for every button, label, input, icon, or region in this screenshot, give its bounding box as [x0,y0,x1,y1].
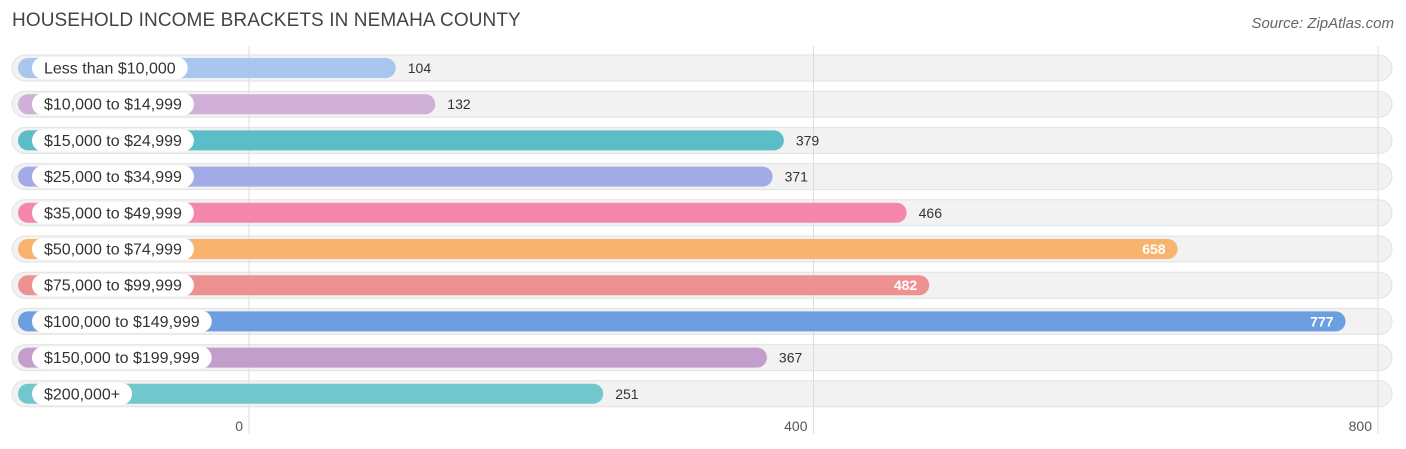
category-label: $15,000 to $24,999 [44,133,182,150]
category-pill [32,93,194,116]
category-label: Less than $10,000 [44,61,176,78]
category-label: $10,000 to $14,999 [44,97,182,114]
category-label: $50,000 to $74,999 [44,242,182,259]
x-tick-label: 0 [235,418,243,434]
category-label: $200,000+ [44,386,120,403]
value-label: 777 [1310,313,1334,329]
category-pill [32,57,188,79]
category-label: $100,000 to $149,999 [44,314,200,331]
bar[interactable] [18,275,930,296]
value-label: 379 [796,132,820,148]
chart-title: HOUSEHOLD INCOME BRACKETS IN NEMAHA COUN… [12,10,521,31]
value-label: 466 [919,205,943,221]
value-label: 132 [447,96,471,112]
value-label: 371 [785,169,809,185]
category-pill [32,201,194,224]
category-pill [32,165,194,188]
x-tick-label: 400 [784,418,808,434]
category-pill [32,310,212,333]
category-pill [32,129,194,152]
category-label: $150,000 to $199,999 [44,350,200,367]
category-pill [32,382,133,405]
x-axis: 0 400 800 [235,418,1372,434]
category-pill [32,274,194,297]
category-label: $25,000 to $34,999 [44,169,182,186]
bar[interactable] [18,239,1178,259]
bar[interactable] [18,202,907,223]
value-label: 658 [1142,241,1166,257]
bar[interactable] [18,130,784,151]
bars: Less than $10,000 104 $10,000 to $14,999 13… [18,57,1346,405]
bar[interactable] [18,383,604,404]
category-pill [32,238,194,260]
x-tick-label: 800 [1349,418,1373,434]
value-label: 482 [894,277,918,293]
value-label: 367 [779,350,803,366]
category-pill [32,346,212,369]
bar[interactable] [18,166,773,187]
bar[interactable] [18,311,1346,332]
category-label: $35,000 to $49,999 [44,205,182,222]
value-label: 251 [615,386,639,402]
value-label: 104 [408,60,432,76]
category-label: $75,000 to $99,999 [44,278,182,295]
source-label: Source: ZipAtlas.com [1251,15,1394,32]
